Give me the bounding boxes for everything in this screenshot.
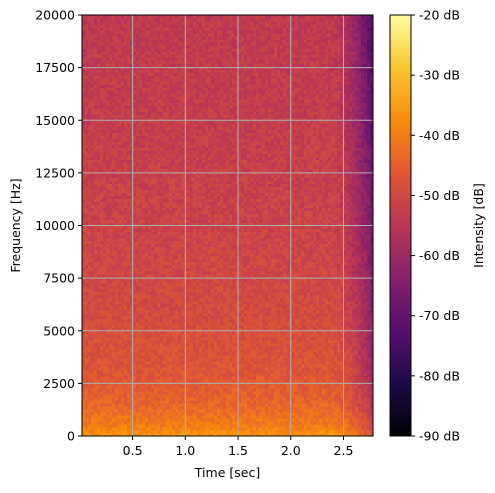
x-axis-ticks: 0.5 1.0 1.5 2.0 2.5 bbox=[123, 436, 354, 458]
colorbar-tick-label: -40 dB bbox=[419, 128, 460, 143]
colorbar-tick-label: -90 dB bbox=[419, 429, 460, 444]
y-axis-ticks: 0 2500 5000 7500 10000 12500 15000 17500 20000 bbox=[35, 8, 82, 444]
y-tick-label: 7500 bbox=[43, 271, 75, 286]
colorbar-tick-label: -20 dB bbox=[419, 8, 460, 23]
y-tick-label: 17500 bbox=[35, 60, 75, 75]
y-tick-label: 2500 bbox=[43, 376, 75, 391]
x-tick-label: 1.5 bbox=[228, 443, 248, 458]
colorbar-tick-label: -70 dB bbox=[419, 308, 460, 323]
x-tick-label: 2.5 bbox=[334, 443, 354, 458]
x-tick-label: 0.5 bbox=[123, 443, 143, 458]
x-tick-label: 2.0 bbox=[281, 443, 301, 458]
y-tick-label: 0 bbox=[67, 429, 75, 444]
colorbar bbox=[390, 15, 411, 436]
colorbar-tick-label: -30 dB bbox=[419, 68, 460, 83]
y-tick-label: 10000 bbox=[35, 218, 75, 233]
y-tick-label: 15000 bbox=[35, 113, 75, 128]
x-axis-label: Time [sec] bbox=[194, 465, 260, 480]
y-axis-label: Frequency [Hz] bbox=[8, 178, 23, 272]
colorbar-ticks: -90 dB -80 dB -70 dB -60 dB -50 dB -40 dB -30 … bbox=[411, 8, 460, 444]
colorbar-tick-label: -50 dB bbox=[419, 188, 460, 203]
y-tick-label: 20000 bbox=[35, 8, 75, 23]
y-tick-label: 5000 bbox=[43, 323, 75, 338]
colorbar-label: Intensity [dB] bbox=[471, 183, 486, 268]
y-tick-label: 12500 bbox=[35, 165, 75, 180]
x-tick-label: 1.0 bbox=[175, 443, 195, 458]
colorbar-tick-label: -60 dB bbox=[419, 248, 460, 263]
colorbar-tick-label: -80 dB bbox=[419, 368, 460, 383]
